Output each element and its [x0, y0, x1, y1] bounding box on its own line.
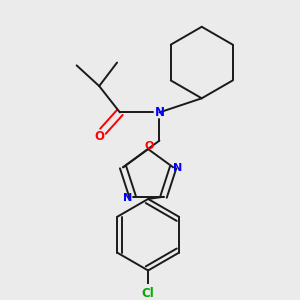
Text: O: O: [144, 141, 154, 151]
Text: O: O: [94, 130, 104, 143]
Text: Cl: Cl: [142, 287, 154, 300]
Text: N: N: [173, 163, 182, 173]
Text: N: N: [123, 193, 133, 203]
Text: N: N: [154, 106, 164, 119]
